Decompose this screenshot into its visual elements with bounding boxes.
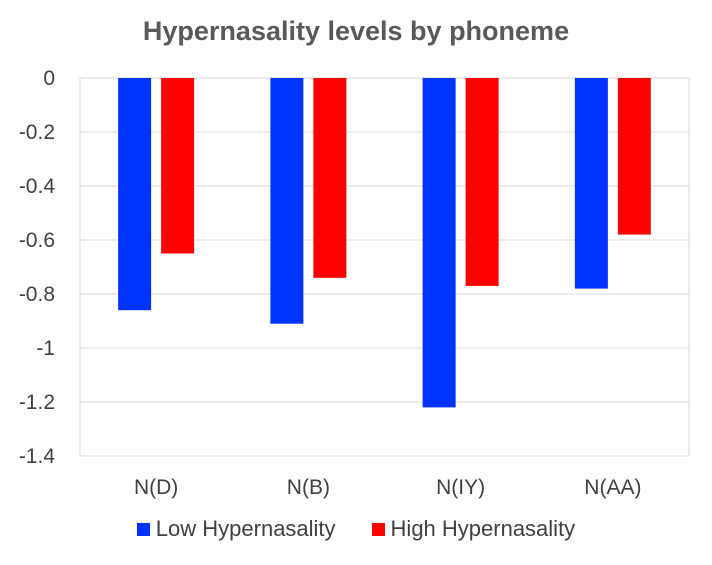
x-tick-label: N(AA) [584, 476, 641, 499]
legend-swatch-low [136, 522, 150, 536]
y-axis-ticks: 0 -0.2 -0.4 -0.6 -0.8 -1 -1.2 -1.4 [19, 67, 56, 468]
legend-swatch-high [371, 522, 385, 536]
y-tick-label: -0.4 [19, 175, 56, 198]
bar-low-0 [118, 78, 152, 311]
x-tick-label: N(IY) [436, 476, 485, 499]
bar-high-1 [313, 78, 347, 278]
legend-item-low: Low Hypernasality [136, 516, 336, 542]
legend-label-high: High Hypernasality [390, 516, 576, 541]
legend-label-low: Low Hypernasality [155, 516, 336, 541]
y-tick-label: -1 [36, 337, 55, 360]
y-tick-label: -0.2 [19, 121, 55, 144]
y-tick-label: -1.2 [19, 391, 55, 414]
bar-high-3 [617, 78, 651, 235]
x-tick-label: N(D) [134, 476, 178, 499]
y-tick-label: -0.6 [19, 229, 55, 252]
y-tick-label: -1.4 [19, 445, 56, 468]
chart-title: Hypernasality levels by phoneme [142, 16, 570, 46]
legend-item-high: High Hypernasality [371, 516, 576, 542]
y-tick-label: -0.8 [19, 283, 55, 306]
bars [118, 78, 651, 408]
x-axis-ticks: N(D) N(B) N(IY) N(AA) [134, 476, 642, 499]
x-tick-label: N(B) [287, 476, 330, 499]
y-tick-label: 0 [43, 67, 55, 90]
bar-high-2 [465, 78, 499, 286]
legend: Low Hypernasality High Hypernasality [0, 516, 712, 542]
bar-low-1 [270, 78, 304, 324]
bar-low-3 [574, 78, 608, 289]
bar-low-2 [422, 78, 456, 408]
bar-high-0 [161, 78, 195, 254]
